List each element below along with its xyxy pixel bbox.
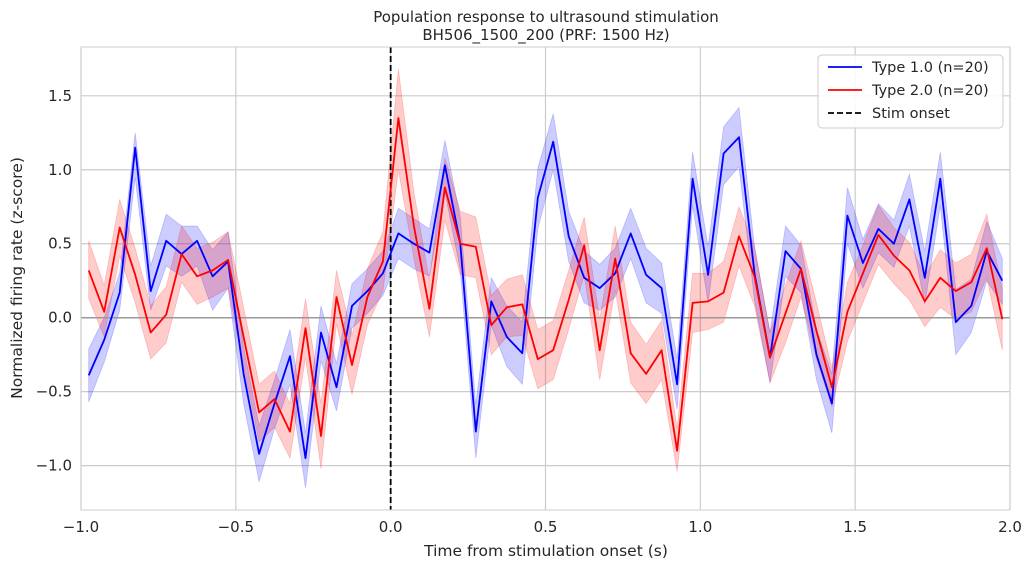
legend-box xyxy=(817,54,1004,129)
y-tick-label: −1.0 xyxy=(36,457,72,475)
series-2-line xyxy=(87,117,1004,452)
confidence-bands xyxy=(88,69,1003,488)
y-tick-labels: −1.0 −0.5 0.0 0.5 1.0 1.5 xyxy=(36,87,72,475)
y-tick-label: −0.5 xyxy=(36,383,72,401)
x-tick-label: 1.0 xyxy=(688,518,712,536)
x-tick-label: 0.0 xyxy=(379,518,403,536)
x-tick-label: 0.5 xyxy=(534,518,558,536)
series-2-confidence-band xyxy=(88,69,1003,472)
series-lines xyxy=(87,117,1004,460)
x-axis-label: Time from stimulation onset (s) xyxy=(423,542,668,560)
y-tick-label: 0.5 xyxy=(48,235,72,253)
y-tick-label: 1.5 xyxy=(48,87,72,105)
series-1-line xyxy=(87,136,1004,460)
legend-label: Stim onset xyxy=(872,106,950,122)
series-1-confidence-band xyxy=(88,106,1003,488)
x-tick-label: −1.0 xyxy=(63,518,99,536)
x-tick-label: 1.5 xyxy=(843,518,867,536)
y-tick-label: 0.0 xyxy=(48,309,72,327)
x-tick-labels: −1.0 −0.5 0.0 0.5 1.0 1.5 2.0 xyxy=(63,518,1022,536)
chart-subtitle: BH506_1500_200 (PRF: 1500 Hz) xyxy=(422,26,669,45)
legend-label: Type 1.0 (n=20) xyxy=(871,60,989,76)
y-tick-label: 1.0 xyxy=(48,161,72,179)
plot-frame xyxy=(80,46,1011,511)
legend: Type 1.0 (n=20) Type 2.0 (n=20) Stim onset xyxy=(817,54,1004,129)
x-tick-label: 2.0 xyxy=(998,518,1022,536)
chart-title: Population response to ultrasound stimul… xyxy=(373,8,719,26)
x-tick-label: −0.5 xyxy=(218,518,254,536)
legend-label: Type 2.0 (n=20) xyxy=(871,83,989,99)
y-axis-label: Normalized firing rate (z-score) xyxy=(8,157,26,399)
